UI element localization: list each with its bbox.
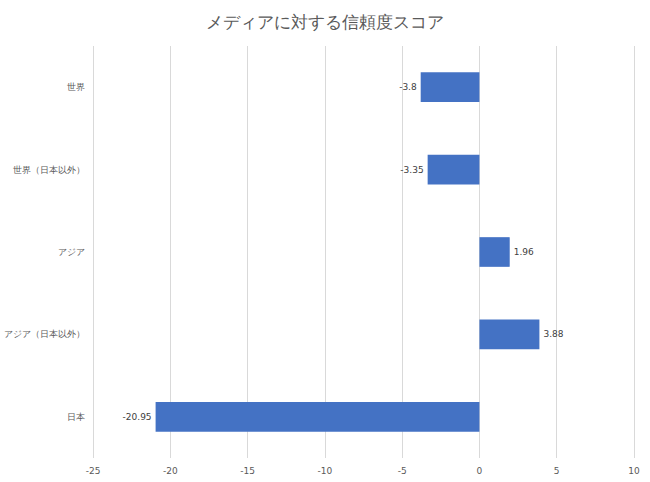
svg-text:1.96: 1.96 — [514, 247, 534, 257]
svg-text:-10: -10 — [318, 466, 333, 476]
svg-text:アジア: アジア — [58, 247, 85, 257]
svg-text:0: 0 — [477, 466, 483, 476]
svg-text:-25: -25 — [86, 466, 101, 476]
svg-text:世界（日本以外）: 世界（日本以外） — [13, 165, 85, 175]
svg-text:-3.35: -3.35 — [400, 165, 423, 175]
svg-text:-3.8: -3.8 — [399, 82, 417, 92]
svg-text:10: 10 — [628, 466, 640, 476]
svg-text:-5: -5 — [398, 466, 407, 476]
svg-text:-20: -20 — [163, 466, 178, 476]
svg-text:メディアに対する信頼度スコア: メディアに対する信頼度スコア — [206, 12, 444, 32]
svg-text:5: 5 — [554, 466, 560, 476]
svg-text:日本: 日本 — [67, 412, 85, 422]
svg-text:3.88: 3.88 — [543, 329, 563, 339]
svg-text:-15: -15 — [240, 466, 255, 476]
svg-text:世界: 世界 — [67, 82, 85, 92]
svg-text:-20.95: -20.95 — [123, 412, 152, 422]
svg-text:アジア（日本以外）: アジア（日本以外） — [4, 329, 85, 339]
